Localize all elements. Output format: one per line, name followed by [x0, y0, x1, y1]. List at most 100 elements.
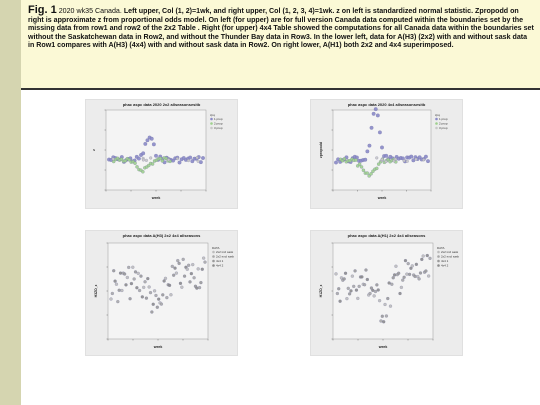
data-point — [367, 143, 372, 148]
data-point — [334, 160, 338, 165]
plot-title: phac aspc data A(H1) 2x2 4x4 allseasons — [347, 233, 426, 238]
data-point — [203, 260, 207, 264]
data-point — [420, 257, 424, 261]
data-point — [394, 264, 398, 268]
data-point — [414, 262, 418, 266]
data-point — [165, 296, 169, 300]
data-point — [195, 286, 199, 290]
data-point — [127, 265, 131, 270]
plot-area — [105, 109, 207, 191]
data-point — [109, 297, 113, 301]
data-point — [198, 160, 203, 165]
data-points — [334, 107, 430, 178]
data-point — [392, 273, 397, 277]
caption-band — [21, 0, 540, 88]
data-point — [387, 281, 391, 285]
data-point — [403, 259, 408, 263]
data-point — [118, 271, 123, 275]
legend-entry: 2x2 incl sask — [216, 250, 234, 254]
data-point — [365, 277, 369, 282]
plot-title: phac aspc data 2020 2x2 allseasonsesitb — [122, 102, 201, 107]
data-point — [357, 162, 362, 166]
plot-panel-upper-left: phac aspc data 2020 2x2 allseasonsesitb … — [85, 99, 238, 209]
legend-entry: 4x4 2 — [216, 264, 224, 268]
data-point — [176, 258, 180, 263]
data-point — [151, 302, 155, 306]
data-point — [369, 125, 374, 130]
data-point — [113, 279, 117, 283]
data-point — [365, 171, 369, 175]
data-point — [359, 165, 364, 169]
data-point — [159, 302, 164, 306]
data-point — [141, 151, 146, 156]
data-point — [421, 254, 425, 258]
data-point — [192, 276, 196, 280]
data-point — [157, 297, 161, 301]
legend-swatch — [437, 259, 440, 263]
legend-title: zpq — [435, 113, 440, 117]
data-point — [338, 299, 342, 303]
legend-entry: 4x4 2 — [441, 264, 449, 268]
data-point — [191, 263, 195, 267]
data-point — [399, 285, 403, 289]
data-point — [195, 156, 199, 160]
data-point — [388, 304, 393, 308]
data-point — [188, 280, 192, 284]
legend-swatch — [210, 117, 213, 121]
data-point — [375, 113, 380, 118]
data-point — [397, 271, 401, 275]
data-point — [175, 157, 179, 161]
data-point — [409, 154, 414, 159]
data-point — [372, 294, 376, 298]
data-point — [137, 156, 141, 161]
data-point — [177, 261, 181, 266]
data-point — [186, 159, 190, 163]
data-point — [141, 170, 145, 174]
data-point — [147, 285, 151, 289]
legend-swatch — [212, 250, 215, 254]
data-point — [133, 161, 137, 165]
data-point — [405, 159, 409, 163]
data-point — [196, 267, 200, 271]
data-point — [200, 267, 204, 271]
data-point — [154, 153, 158, 158]
data-point — [384, 160, 388, 164]
data-point — [402, 275, 406, 279]
data-point — [128, 297, 132, 301]
data-point — [346, 286, 350, 290]
data-point — [144, 296, 149, 300]
data-point — [401, 278, 405, 282]
data-point — [169, 293, 173, 297]
legend-swatch — [212, 255, 215, 258]
data-point — [352, 284, 356, 288]
data-point — [167, 283, 172, 287]
figure-caption: Fig. 1 2020 wk35 Canada. Left upper, Col… — [28, 5, 534, 50]
data-point — [360, 275, 364, 279]
y-axis-label: zpropodd — [319, 142, 323, 158]
data-point — [143, 141, 148, 146]
data-point — [111, 157, 115, 161]
plot-panel-lower-right: phac aspc data A(H1) 2x2 4x4 allseasons … — [310, 230, 463, 356]
legend-swatch — [212, 264, 215, 267]
data-point — [405, 272, 409, 276]
data-point — [379, 319, 383, 323]
data-point — [173, 266, 177, 270]
data-point — [174, 271, 178, 275]
data-point — [353, 269, 357, 273]
data-point — [342, 277, 346, 281]
data-point — [343, 271, 348, 275]
y-axis-label: z — [92, 149, 96, 151]
data-point — [155, 305, 159, 309]
data-point — [120, 288, 124, 293]
legend-swatch — [212, 259, 215, 263]
data-point — [426, 159, 430, 164]
data-point — [135, 286, 139, 290]
data-point — [154, 293, 158, 298]
data-point — [422, 158, 426, 162]
data-point — [125, 275, 129, 280]
data-point — [140, 295, 144, 299]
data-point — [427, 274, 431, 278]
caption-body: Left upper, Col (1, 2)=1wk, and right up… — [28, 7, 534, 50]
